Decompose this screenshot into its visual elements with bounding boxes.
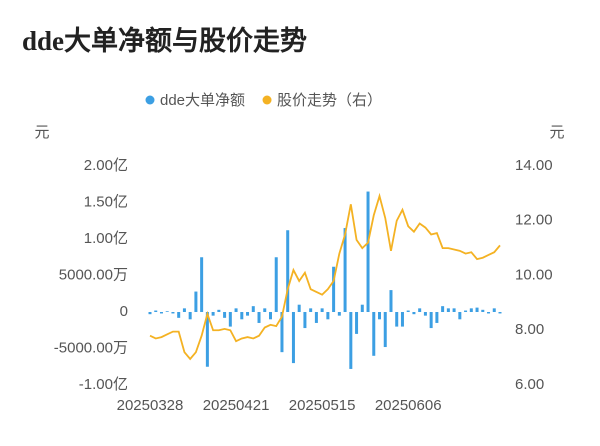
- bar: [492, 308, 496, 312]
- bar: [395, 312, 399, 327]
- y-tick-label: 5000.00万: [59, 266, 128, 283]
- y-tick-label: 0: [120, 303, 128, 320]
- bar: [337, 312, 341, 316]
- x-tick-label: 20250421: [203, 397, 270, 414]
- y2-tick-label: 14.00: [515, 157, 553, 174]
- bar: [360, 304, 364, 312]
- bar: [452, 308, 456, 312]
- bar: [223, 312, 227, 318]
- bar: [154, 310, 158, 312]
- y-tick-label: 2.00亿: [84, 157, 128, 174]
- bar: [332, 266, 336, 312]
- legend-marker: [262, 95, 272, 105]
- bar: [441, 306, 445, 312]
- bar: [429, 312, 433, 329]
- bar: [383, 312, 387, 348]
- bar: [211, 312, 215, 316]
- bar: [366, 191, 370, 312]
- bar: [475, 307, 479, 312]
- bar: [446, 308, 450, 312]
- bar: [458, 312, 462, 320]
- bar: [303, 312, 307, 329]
- y-tick-label: -1.00亿: [79, 376, 128, 393]
- bar: [314, 312, 318, 323]
- bar: [251, 306, 255, 312]
- bar: [423, 312, 427, 316]
- bar: [205, 312, 209, 367]
- bar: [286, 230, 290, 312]
- bar: [320, 308, 324, 312]
- y2-tick-label: 10.00: [515, 266, 553, 283]
- bar: [498, 312, 502, 314]
- legend-label: 股价走势（右）: [277, 92, 382, 109]
- bar: [297, 304, 301, 312]
- bar: [194, 291, 198, 312]
- bar: [268, 312, 272, 320]
- price-line: [149, 192, 501, 361]
- bar: [274, 257, 278, 312]
- bar: [200, 257, 204, 312]
- bar: [159, 312, 163, 314]
- bar: [481, 309, 485, 312]
- bar: [349, 312, 353, 369]
- y2-tick-label: 8.00: [515, 321, 544, 338]
- bar: [177, 312, 181, 318]
- bar: [188, 312, 192, 320]
- bar: [228, 312, 232, 327]
- bar: [343, 228, 347, 312]
- bar: [406, 310, 410, 312]
- bar: [257, 312, 261, 323]
- x-tick-label: 20250328: [117, 397, 184, 414]
- bar: [217, 309, 221, 312]
- x-tick-label: 20250515: [289, 397, 356, 414]
- bar: [171, 312, 175, 314]
- chart-title: dde大单净额与股价走势: [22, 26, 307, 56]
- bar: [418, 308, 422, 312]
- bar: [309, 308, 313, 312]
- bar: [234, 308, 238, 312]
- bar: [435, 312, 439, 323]
- y-tick-label: 1.50亿: [84, 193, 128, 210]
- bar: [326, 312, 330, 320]
- y2-axis-unit: 元: [549, 124, 564, 141]
- bar: [355, 312, 359, 334]
- bar: [291, 312, 295, 364]
- y-axis-unit: 元: [34, 124, 49, 141]
- y2-tick-label: 12.00: [515, 212, 553, 229]
- bar: [487, 312, 491, 314]
- bar: [148, 312, 152, 315]
- bar: [400, 312, 404, 327]
- bar: [263, 308, 267, 312]
- bar: [372, 312, 376, 356]
- y-tick-label: 1.00亿: [84, 230, 128, 247]
- bar: [182, 308, 186, 312]
- bar: [378, 312, 382, 320]
- legend-label: dde大单净额: [160, 92, 245, 109]
- bar: [389, 290, 393, 312]
- bar: [240, 312, 244, 320]
- x-tick-label: 20250606: [375, 397, 442, 414]
- bar: [280, 312, 284, 353]
- y2-tick-label: 6.00: [515, 376, 544, 393]
- bar: [412, 312, 416, 315]
- bar: [165, 311, 169, 312]
- bar: [246, 312, 250, 316]
- y-tick-label: -5000.00万: [54, 339, 128, 356]
- bar: [469, 308, 473, 312]
- legend-marker: [145, 95, 155, 105]
- bar: [464, 310, 468, 312]
